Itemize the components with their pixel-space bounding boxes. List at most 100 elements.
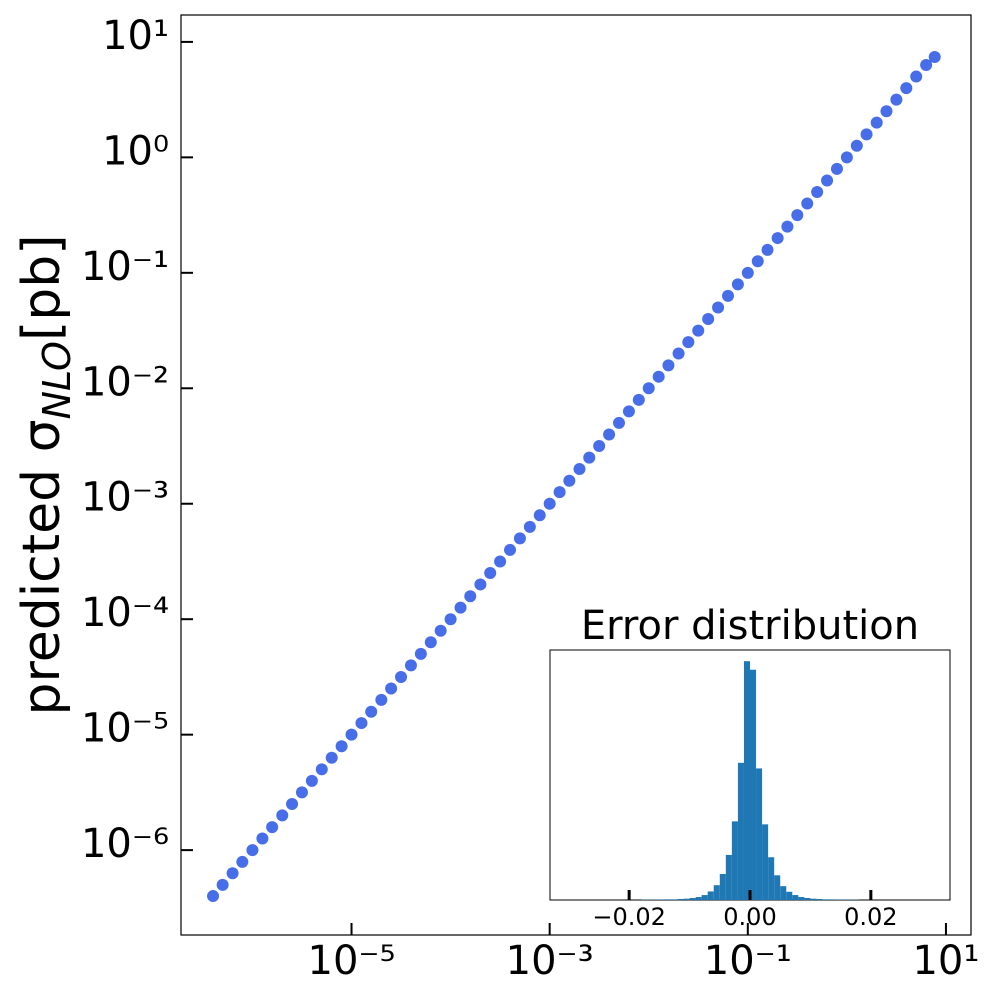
scatter-point [721, 289, 734, 302]
scatter-point [791, 209, 804, 222]
scatter-point [315, 763, 328, 776]
scatter-point [900, 82, 913, 95]
y-tick-label: 10¹ [102, 13, 169, 59]
hist-bar [737, 762, 744, 900]
scatter-point [830, 162, 843, 175]
scatter-point [325, 751, 338, 764]
scatter-point [434, 624, 447, 637]
scatter-point [375, 693, 388, 706]
scatter-point [652, 370, 665, 383]
scatter-point [811, 186, 824, 199]
scatter-point [533, 509, 546, 522]
scatter-point [603, 428, 616, 441]
scatter-point [583, 451, 596, 464]
scatter-point [553, 486, 566, 499]
scatter-point [395, 670, 408, 683]
plot-frame [180, 14, 972, 936]
scatter-point [751, 255, 764, 268]
x-tick-label: 10⁻⁵ [308, 938, 396, 984]
y-tick-label: 10⁻⁶ [81, 821, 169, 867]
inset-title: Error distribution [581, 603, 919, 649]
y-tick-label: 10⁻² [81, 359, 169, 405]
hist-bar [804, 898, 811, 900]
scatter-point [662, 359, 675, 372]
scatter-point [910, 70, 923, 83]
scatter-point [761, 243, 774, 256]
hist-bar [750, 669, 757, 900]
scatter-point [276, 809, 289, 822]
hist-bar [701, 895, 708, 900]
scatter-point [504, 543, 517, 556]
y-label-sub: NLO [35, 341, 79, 419]
scatter-point [355, 717, 368, 730]
hist-bar [816, 899, 823, 900]
scatter-point [246, 844, 259, 857]
y-tick-label: 10⁻³ [81, 475, 169, 521]
hist-bar [713, 885, 720, 900]
scatter-point [642, 382, 655, 395]
scatter-point [850, 139, 863, 152]
inset-x-tick-label: −0.02 [592, 903, 666, 931]
scatter-point [632, 393, 645, 406]
scatter-point [523, 520, 536, 533]
scatter-point [286, 797, 299, 810]
scatter-point [702, 313, 715, 326]
scatter-point [494, 555, 507, 568]
scatter-point [801, 197, 814, 210]
hist-bar [774, 875, 781, 900]
scatter-point [464, 590, 477, 603]
hist-bar [810, 898, 817, 900]
scatter-point [335, 740, 348, 753]
scatter-point [741, 266, 754, 279]
scatter-point [672, 347, 685, 360]
hist-bar [756, 768, 763, 900]
scatter-point [474, 578, 487, 591]
scatter-point [404, 659, 417, 672]
scatter-point [928, 50, 941, 63]
scatter-point [712, 301, 725, 314]
scatter-point [385, 682, 398, 695]
scatter-point [295, 786, 308, 799]
scatter-point [365, 705, 378, 718]
hist-bar [822, 899, 829, 900]
x-tick-label: 10⁻¹ [704, 938, 792, 984]
inset-x-tick-label: 0.00 [723, 903, 776, 931]
scatter-point [563, 474, 576, 487]
hist-bar [665, 899, 672, 900]
y-axis-label: predicted σNLO[pb] [12, 234, 79, 715]
y-tick-label: 10⁻⁴ [81, 590, 169, 636]
scatter-point [236, 855, 249, 868]
hist-bar [828, 899, 835, 900]
scatter-point [266, 821, 279, 834]
scatter-point [226, 867, 239, 880]
scatter-point [870, 116, 883, 129]
hist-bar [671, 899, 678, 900]
scatter-point [484, 567, 497, 580]
y-label-main: predicted σ [12, 419, 72, 715]
scatter-point [622, 405, 635, 418]
y-tick-label: 10⁻⁵ [81, 706, 169, 752]
scatter-point [305, 774, 318, 787]
hist-bar [683, 898, 690, 900]
scatter-point [860, 128, 873, 141]
hist-bar [792, 895, 799, 900]
scatter-point [771, 232, 784, 245]
hist-bar [798, 897, 805, 900]
scatter-point [207, 890, 220, 903]
y-tick-label: 10⁰ [102, 128, 169, 174]
scatter-point [543, 497, 556, 510]
scatter-point [692, 324, 705, 337]
scatter-point [345, 728, 358, 741]
inset-x-tick-label: 0.02 [844, 903, 897, 931]
scatter-point [513, 532, 526, 545]
scatter-point [613, 416, 626, 429]
scatter-point [216, 878, 229, 891]
scatter-point [573, 462, 586, 475]
scatter-point [920, 58, 933, 71]
hist-bar [731, 821, 738, 900]
hist-bar [707, 891, 714, 900]
hist-bar [743, 661, 750, 900]
scatter-point [840, 151, 853, 164]
scatter-point [414, 647, 427, 660]
